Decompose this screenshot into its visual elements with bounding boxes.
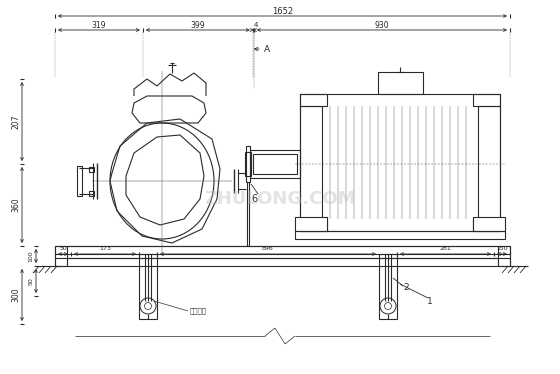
- Text: 930: 930: [375, 21, 389, 30]
- Bar: [55, 246, 510, 254]
- Text: 4: 4: [254, 22, 259, 28]
- Bar: [473, 94, 500, 106]
- Text: 319: 319: [92, 21, 106, 30]
- Text: 1: 1: [427, 297, 433, 306]
- Text: 207: 207: [12, 114, 21, 129]
- Text: 1652: 1652: [272, 6, 293, 15]
- Bar: [377, 72, 422, 94]
- Bar: [300, 94, 327, 106]
- Bar: [139, 254, 157, 319]
- Text: 150: 150: [496, 246, 508, 251]
- Bar: [300, 219, 327, 231]
- Bar: [300, 106, 322, 219]
- Text: A: A: [264, 45, 270, 53]
- Bar: [245, 152, 251, 176]
- Bar: [498, 246, 510, 266]
- Bar: [379, 254, 397, 319]
- Bar: [478, 106, 500, 219]
- Bar: [89, 191, 94, 196]
- Text: 281: 281: [440, 246, 451, 251]
- Text: 399: 399: [190, 21, 205, 30]
- Bar: [473, 217, 505, 231]
- Bar: [77, 166, 82, 196]
- Text: 2: 2: [403, 283, 409, 292]
- Bar: [253, 154, 297, 174]
- Text: 100: 100: [29, 250, 34, 262]
- Text: 360: 360: [12, 198, 21, 212]
- Bar: [250, 150, 300, 178]
- Text: 二次灌浆: 二次灌浆: [190, 308, 207, 314]
- Text: 300: 300: [12, 288, 21, 302]
- Bar: [89, 167, 94, 172]
- Bar: [246, 146, 250, 182]
- Text: 6: 6: [251, 194, 257, 204]
- Bar: [55, 258, 510, 266]
- Bar: [295, 217, 327, 231]
- Bar: [300, 94, 500, 231]
- Text: ZHULONG.COM: ZHULONG.COM: [204, 190, 356, 208]
- Bar: [55, 246, 67, 266]
- Text: 173: 173: [99, 246, 111, 251]
- Bar: [295, 231, 505, 239]
- Text: 896: 896: [262, 246, 274, 251]
- Bar: [473, 219, 500, 231]
- Text: 50: 50: [29, 277, 34, 285]
- Text: 50: 50: [59, 246, 67, 251]
- Bar: [247, 182, 249, 246]
